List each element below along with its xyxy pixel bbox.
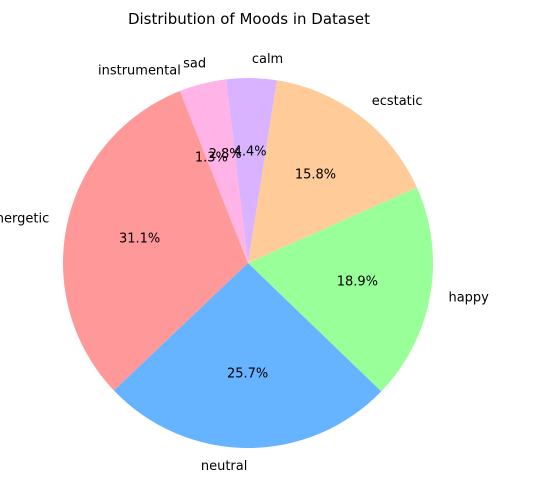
slice-percent-ecstatic: 15.8% <box>295 167 336 182</box>
slice-percent-calm: 4.4% <box>234 145 267 160</box>
slice-percent-instrumental: 1.3% <box>195 151 228 166</box>
slice-label-sad: sad <box>183 56 206 71</box>
slice-label-neutral: neutral <box>201 459 248 474</box>
slice-percent-happy: 18.9% <box>337 275 378 290</box>
slice-percent-energetic: 31.1% <box>119 232 160 247</box>
pie-slice-calm <box>225 78 277 264</box>
pie-slice-ecstatic <box>248 80 417 264</box>
slice-label-ecstatic: ecstatic <box>372 94 423 109</box>
slice-label-instrumental: instrumental <box>98 63 181 78</box>
pie-labels: energetic 31.1% neutral 25.7% happy 18.9% ecst… <box>0 52 489 474</box>
pie-slice-instrumental <box>179 86 248 263</box>
slice-label-happy: happy <box>448 290 489 305</box>
pie-slice-sad <box>194 79 248 264</box>
slice-label-energetic: energetic <box>0 212 49 227</box>
chart-title: Distribution of Moods in Dataset <box>128 10 370 28</box>
pie-slice-energetic <box>62 90 249 391</box>
slice-percent-sad: 2.8% <box>209 147 242 162</box>
pie-slices <box>62 78 433 448</box>
slice-label-calm: calm <box>252 52 283 67</box>
slice-percent-neutral: 25.7% <box>227 366 268 381</box>
pie-slice-neutral <box>113 263 382 448</box>
pie-slice-happy <box>248 187 433 392</box>
